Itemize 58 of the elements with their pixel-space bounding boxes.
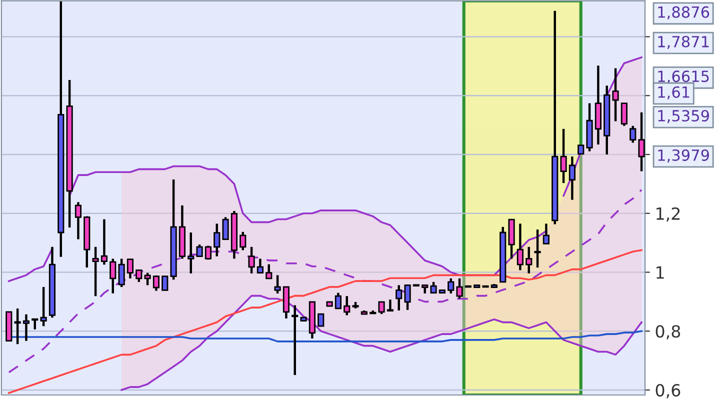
candlestick xyxy=(126,258,134,280)
candlestick xyxy=(240,230,246,252)
candlestick xyxy=(136,268,142,284)
candlestick xyxy=(204,244,212,261)
candlestick xyxy=(110,258,116,295)
candlestick xyxy=(568,155,576,201)
candlestick xyxy=(560,128,567,184)
candlestick xyxy=(32,318,38,330)
candlestick xyxy=(144,272,151,286)
candlestick xyxy=(248,246,255,275)
candlestick xyxy=(378,300,385,316)
line-series xyxy=(8,249,642,394)
candlestick xyxy=(196,243,203,258)
candlestick xyxy=(188,231,194,275)
candlestick xyxy=(118,258,125,288)
y-tick-label: 0,8 xyxy=(656,325,680,340)
candlestick xyxy=(318,313,324,327)
candlestick xyxy=(430,280,437,295)
line-series xyxy=(120,294,642,391)
candlestick xyxy=(534,228,541,269)
candlestick xyxy=(386,298,394,312)
candlestick xyxy=(612,67,619,122)
candlestick xyxy=(222,216,229,240)
y-tick-label: 1,2 xyxy=(656,207,680,222)
candlestick xyxy=(274,274,281,295)
candlestick xyxy=(516,222,524,272)
candlestick xyxy=(162,276,168,291)
candlestick xyxy=(22,313,30,342)
candlestick xyxy=(620,102,628,128)
candlestick xyxy=(256,258,264,275)
candlestick xyxy=(266,263,272,280)
candlestick xyxy=(456,277,463,300)
candlestick xyxy=(578,144,584,155)
text: 1,6615 xyxy=(658,70,709,84)
candlestick xyxy=(14,307,21,346)
candlestick xyxy=(334,292,342,310)
candlestick xyxy=(404,284,411,312)
line-series xyxy=(8,188,642,374)
candlestick xyxy=(526,246,532,275)
candlestick xyxy=(448,277,454,295)
y-tick-label: 0,6 xyxy=(656,384,680,398)
candlestick xyxy=(630,124,636,144)
candlestick xyxy=(214,222,220,258)
text: 1,8876 xyxy=(658,6,710,20)
text: 1,7871 xyxy=(658,36,709,49)
candlestick xyxy=(40,286,47,328)
candlestick xyxy=(74,201,82,240)
candlestick xyxy=(396,284,402,312)
candlestick xyxy=(542,222,550,245)
text: 1,61 xyxy=(658,86,690,100)
candlestick xyxy=(92,246,99,298)
text: 1,3979 xyxy=(658,149,709,163)
text: 1,5359 xyxy=(658,110,709,124)
candlestick xyxy=(152,274,160,292)
candlestick xyxy=(100,218,108,266)
candlestick xyxy=(344,294,350,316)
y-tick-label: 1 xyxy=(656,266,664,279)
candlestick xyxy=(292,304,298,376)
